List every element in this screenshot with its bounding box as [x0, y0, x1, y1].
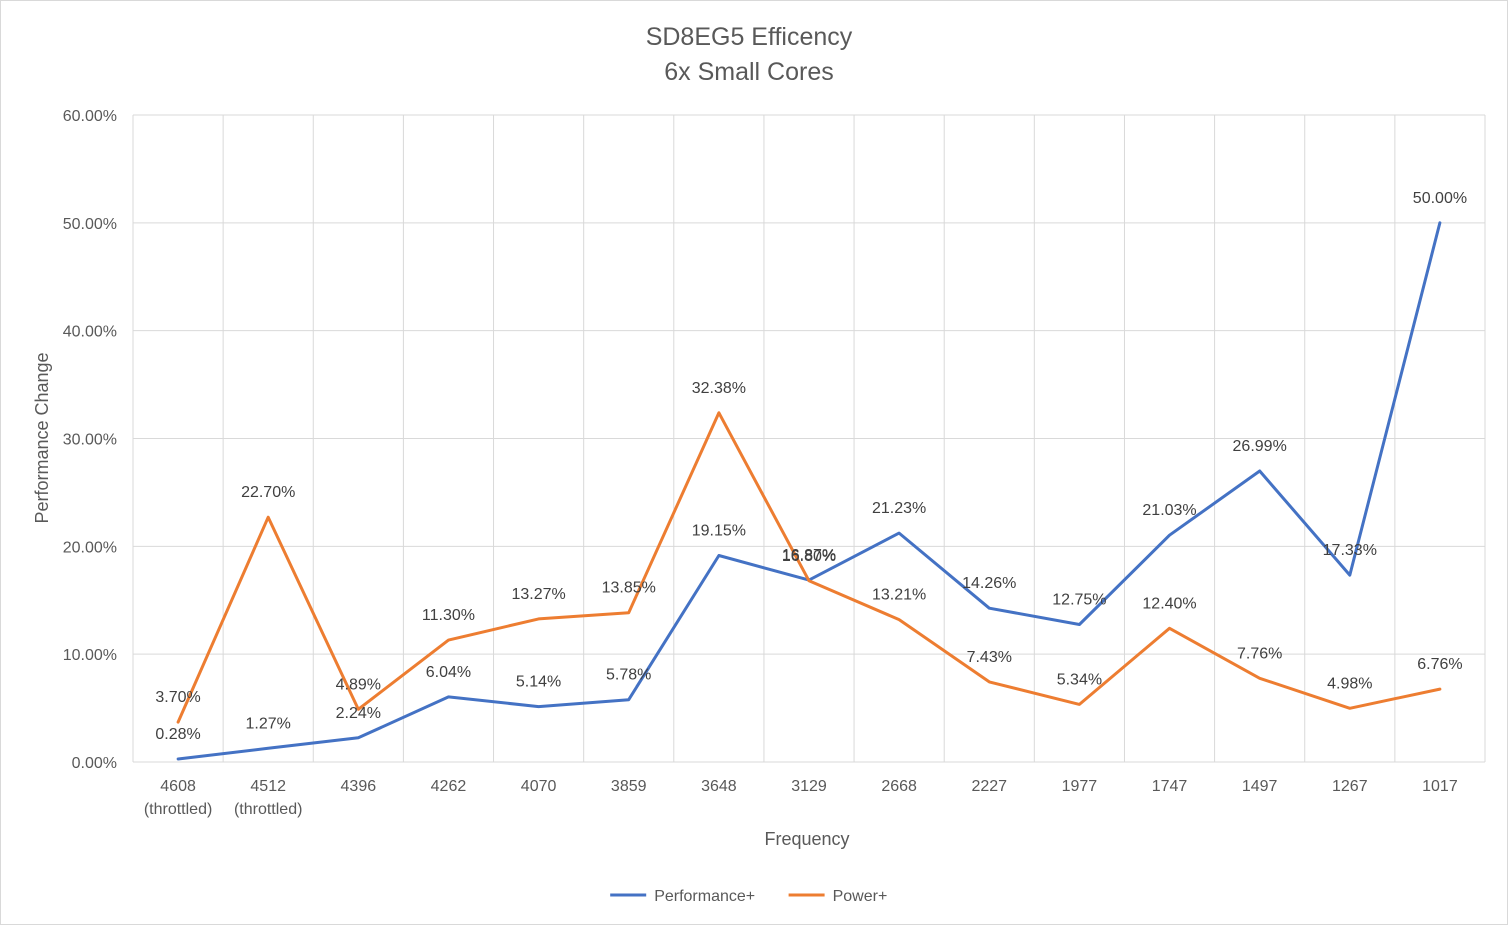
x-tick-label: 1977 [1062, 778, 1098, 795]
data-label-power: 13.85% [602, 580, 656, 597]
data-label-power: 12.40% [1142, 595, 1196, 612]
data-label-power: 4.98% [1327, 675, 1372, 692]
data-label-performance: 5.78% [606, 667, 651, 684]
series-lines [176, 221, 1442, 761]
legend-label: Power+ [833, 888, 888, 905]
x-tick-label: 3129 [791, 778, 827, 795]
y-tick-label: 0.00% [72, 755, 117, 772]
legend: Performance+ Power+ [610, 888, 887, 905]
data-label-power: 7.76% [1237, 645, 1282, 662]
data-label-performance: 16.87% [782, 547, 836, 564]
data-label-performance: 21.03% [1142, 502, 1196, 519]
x-tick-label: 1017 [1422, 778, 1458, 795]
data-label-power: 5.34% [1057, 671, 1102, 688]
y-tick-label: 50.00% [63, 216, 117, 233]
x-tick-label: 1497 [1242, 778, 1278, 795]
data-label-performance: 2.24% [336, 705, 381, 722]
legend-label: Performance+ [654, 888, 755, 905]
data-label-power: 22.70% [241, 484, 295, 501]
data-label-power: 32.38% [692, 380, 746, 397]
series-line-power [176, 411, 1442, 724]
data-label-power: 7.43% [967, 649, 1012, 666]
data-label-power: 13.21% [872, 587, 926, 604]
data-label-performance: 12.75% [1052, 592, 1106, 609]
data-label-performance: 17.33% [1323, 542, 1377, 559]
data-label-performance: 50.00% [1413, 190, 1467, 207]
y-tick-label: 10.00% [63, 647, 117, 664]
data-label-performance: 26.99% [1233, 438, 1287, 455]
x-tick-label: 4070 [521, 778, 557, 795]
y-tick-label: 20.00% [63, 539, 117, 556]
data-label-performance: 1.27% [246, 715, 291, 732]
x-tick-label: 1267 [1332, 778, 1368, 795]
x-axis-title: Frequency [764, 829, 849, 849]
x-tick-label: 4608 (throttled) [144, 778, 212, 818]
data-label-power: 3.70% [155, 689, 200, 706]
y-tick-label: 30.00% [63, 432, 117, 449]
data-label-power: 13.27% [511, 586, 565, 603]
gridlines [132, 114, 1486, 763]
data-label-performance: 5.14% [516, 674, 561, 691]
data-labels: 0.28% 1.27% 2.24% 6.04% 5.14% 5.78% 19.15% 16.8… [155, 190, 1467, 743]
x-tick-label: 2227 [971, 778, 1007, 795]
x-tick-label: 1747 [1152, 778, 1188, 795]
data-label-power: 16.80% [782, 548, 836, 565]
x-tick-label: 2668 [881, 778, 917, 795]
data-label-performance: 19.15% [692, 522, 746, 539]
chart-subtitle: 6x Small Cores [664, 58, 834, 86]
x-tick-label: 4512 (throttled) [234, 778, 302, 818]
x-tick-label: 3859 [611, 778, 647, 795]
x-tick-label: 3648 [701, 778, 737, 795]
x-axis-ticks: 4608 (throttled) 4512 (throttled) 4396 4262 40… [144, 778, 1458, 818]
data-label-power: 4.89% [336, 676, 381, 693]
data-label-performance: 6.04% [426, 664, 471, 681]
data-label-power: 6.76% [1417, 656, 1462, 673]
x-tick-label: 4262 [431, 778, 467, 795]
data-label-performance: 0.28% [155, 726, 200, 743]
data-label-performance: 21.23% [872, 500, 926, 517]
y-axis-ticks: 0.00% 10.00% 20.00% 30.00% 40.00% 50.00% 60.00… [63, 108, 117, 772]
data-label-power: 11.30% [422, 607, 475, 624]
y-axis-title: Performance Change [32, 352, 52, 523]
y-tick-label: 40.00% [63, 324, 117, 341]
x-tick-label: 4396 [341, 778, 377, 795]
data-label-performance: 14.26% [962, 575, 1016, 592]
chart-title: SD8EG5 Efficency [646, 23, 853, 51]
y-tick-label: 60.00% [63, 108, 117, 125]
